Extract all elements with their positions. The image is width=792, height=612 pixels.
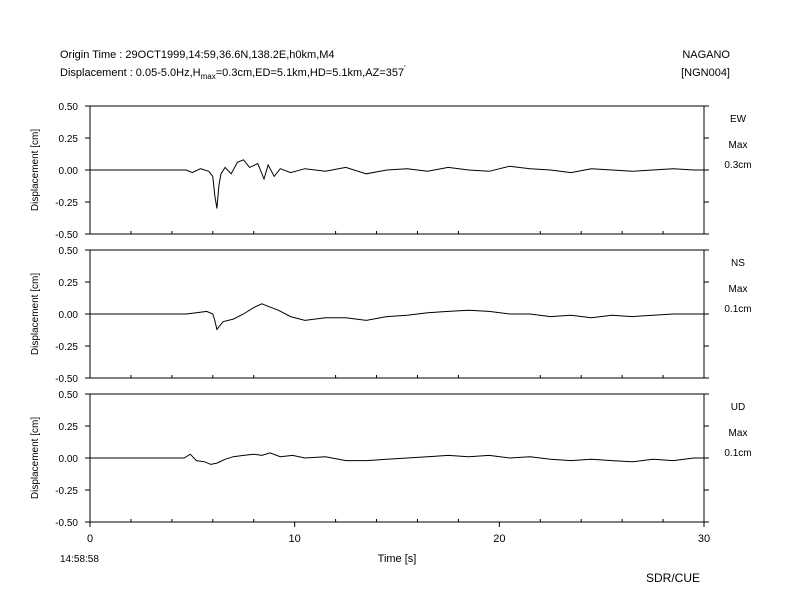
displacement-prefix: Displacement : 0.05-5.0Hz,H bbox=[60, 67, 201, 79]
panel-ud: Displacement [cm] UD Max 0.1cm 0.50 0.25… bbox=[30, 390, 752, 529]
panel-ylabel: Displacement [cm] bbox=[30, 129, 41, 211]
max-value: 0.1cm bbox=[724, 304, 751, 315]
y-tick-label: -0.50 bbox=[55, 518, 78, 529]
trace-line-ew bbox=[90, 159, 704, 209]
x-tick-label: 10 bbox=[289, 533, 301, 545]
panel-ns: Displacement [cm] NS Max 0.1cm 0.50 0.25… bbox=[30, 246, 752, 385]
y-tick-label: 0.00 bbox=[59, 454, 79, 465]
station-name: NAGANO bbox=[682, 49, 730, 61]
y-tick-label: 0.25 bbox=[59, 134, 79, 145]
origin-time-text: Origin Time : 29OCT1999,14:59,36.6N,138.… bbox=[60, 49, 335, 61]
panel-ylabel: Displacement [cm] bbox=[30, 273, 41, 355]
x-tick-label: 30 bbox=[698, 533, 710, 545]
y-tick-label: -0.25 bbox=[55, 198, 78, 209]
displacement-subscript: max bbox=[201, 72, 216, 81]
y-tick-label: 0.25 bbox=[59, 422, 79, 433]
component-label: EW bbox=[730, 114, 747, 125]
x-tick-label: 0 bbox=[87, 533, 93, 545]
displacement-suffix: =0.3cm,ED=5.1km,HD=5.1km,AZ=357 bbox=[216, 67, 404, 79]
y-tick-label: 0.50 bbox=[59, 246, 79, 257]
y-tick-label: 0.00 bbox=[59, 310, 79, 321]
panel-ew: Displacement [cm] EW Max 0.3cm 0.50 0.25… bbox=[30, 102, 752, 241]
max-value: 0.1cm bbox=[724, 448, 751, 459]
trace-line-ud bbox=[90, 452, 704, 465]
y-tick-label: -0.25 bbox=[55, 486, 78, 497]
y-tick-label: -0.50 bbox=[55, 374, 78, 385]
x-tick-label: 20 bbox=[493, 533, 505, 545]
max-label: Max bbox=[729, 140, 748, 151]
x-axis-label: Time [s] bbox=[378, 553, 417, 565]
station-code: [NGN004] bbox=[681, 67, 730, 79]
y-tick-label: -0.50 bbox=[55, 230, 78, 241]
max-label: Max bbox=[729, 284, 748, 295]
max-label: Max bbox=[729, 428, 748, 439]
y-tick-label: -0.25 bbox=[55, 342, 78, 353]
start-time: 14:58:58 bbox=[60, 554, 99, 565]
x-tick-labels: 0 10 20 30 bbox=[87, 533, 710, 545]
y-tick-label: 0.25 bbox=[59, 278, 79, 289]
trace-line-ns bbox=[90, 303, 704, 331]
y-tick-label: 0.00 bbox=[59, 166, 79, 177]
degree-mark: ' bbox=[404, 64, 406, 73]
y-tick-labels: 0.50 0.25 0.00 -0.25 -0.50 bbox=[55, 246, 78, 385]
max-value: 0.3cm bbox=[724, 160, 751, 171]
credit-text: SDR/CUE bbox=[646, 571, 700, 585]
tick-marks bbox=[85, 105, 709, 527]
y-tick-labels: 0.50 0.25 0.00 -0.25 -0.50 bbox=[55, 390, 78, 529]
displacement-info-text: Displacement : 0.05-5.0Hz,Hmax=0.3cm,ED=… bbox=[60, 64, 406, 81]
component-label: UD bbox=[731, 402, 745, 413]
panel-ylabel: Displacement [cm] bbox=[30, 417, 41, 499]
component-label: NS bbox=[731, 258, 745, 269]
y-tick-labels: 0.50 0.25 0.00 -0.25 -0.50 bbox=[55, 102, 78, 241]
y-tick-label: 0.50 bbox=[59, 102, 79, 113]
y-tick-label: 0.50 bbox=[59, 390, 79, 401]
